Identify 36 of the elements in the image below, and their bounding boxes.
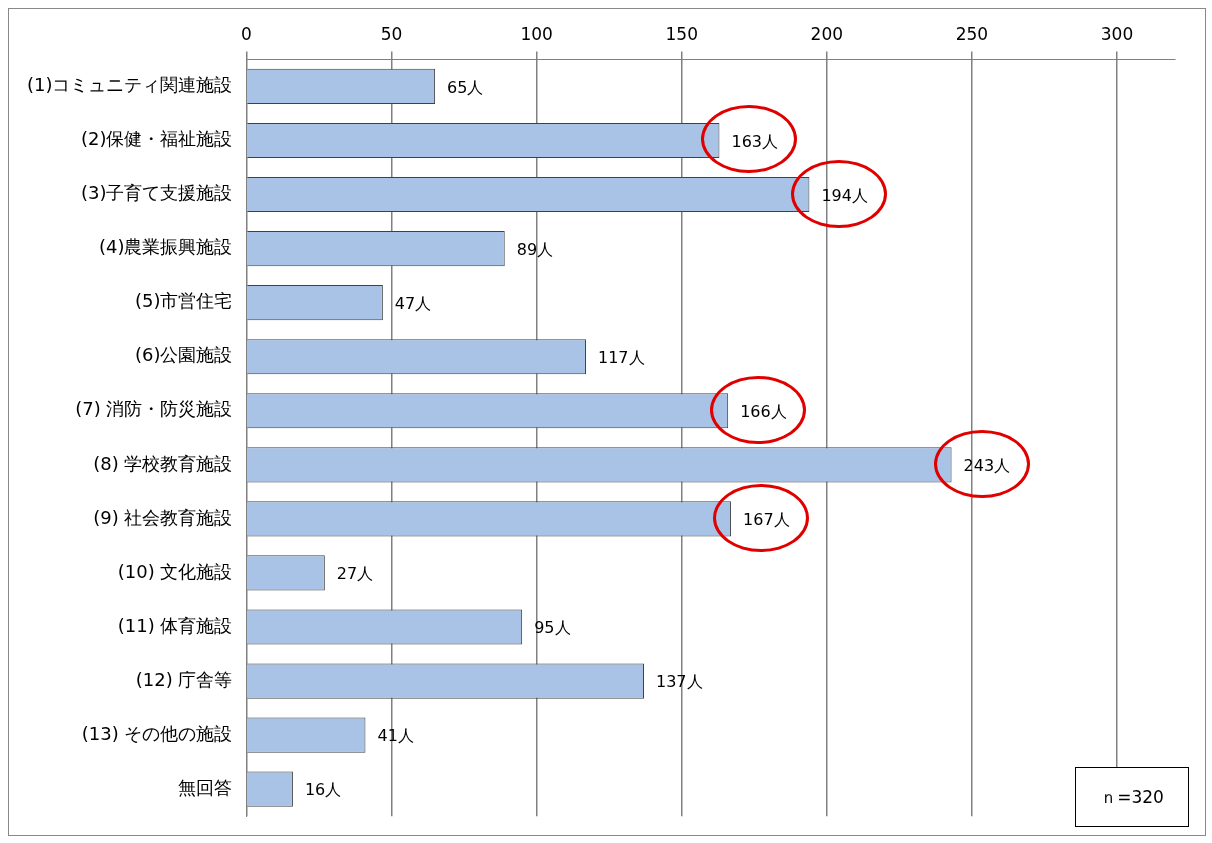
data-label: 194人 xyxy=(821,185,868,205)
data-label: 163人 xyxy=(731,131,778,151)
data-label: 41人 xyxy=(377,726,414,746)
data-label: 47人 xyxy=(394,293,432,313)
x-tick-label: 0 xyxy=(241,23,252,44)
data-label: 137人 xyxy=(656,672,703,692)
y-tick-label: 無回答 xyxy=(178,776,233,798)
y-tick-label: (10) 文化施設 xyxy=(117,560,233,582)
y-tick-label: (6)公園施設 xyxy=(135,344,233,366)
y-tick-label: (11) 体育施設 xyxy=(117,614,233,636)
y-tick-label: (13) その他の施設 xyxy=(81,722,233,744)
data-label: 65人 xyxy=(447,77,484,97)
y-tick-label: (3)子育て支援施設 xyxy=(81,182,233,204)
x-tick-label: 100 xyxy=(520,23,553,44)
data-label: 95人 xyxy=(534,618,571,638)
annotation: ｎ=320 xyxy=(1075,767,1189,827)
data-label: 16人 xyxy=(304,780,342,800)
data-label: 89人 xyxy=(516,239,554,259)
x-tick-label: 300 xyxy=(1100,23,1134,44)
y-tick-label: (7) 消防・防災施設 xyxy=(75,398,233,420)
data-label: 243人 xyxy=(963,455,1011,475)
y-tick-label: (1)コミュニティ関連施設 xyxy=(27,74,233,96)
y-tick-label: (8) 学校教育施設 xyxy=(93,452,233,474)
y-tick-label: (12) 庁舎等 xyxy=(135,668,233,690)
data-label: 27人 xyxy=(336,564,374,584)
y-tick-label: (4)農業振興施設 xyxy=(99,236,233,258)
x-tick-label: 200 xyxy=(810,23,844,44)
data-label: 117人 xyxy=(597,347,645,367)
data-label: 166人 xyxy=(740,401,787,421)
x-tick-label: 250 xyxy=(955,23,989,44)
data-label: 167人 xyxy=(743,510,790,530)
y-tick-label: (2)保健・福祉施設 xyxy=(81,128,233,150)
x-tick-label: 50 xyxy=(380,23,403,44)
y-tick-label: (5)市営住宅 xyxy=(135,290,233,312)
y-tick-label: (9) 社会教育施設 xyxy=(93,506,233,528)
x-tick-label: 150 xyxy=(665,23,698,44)
